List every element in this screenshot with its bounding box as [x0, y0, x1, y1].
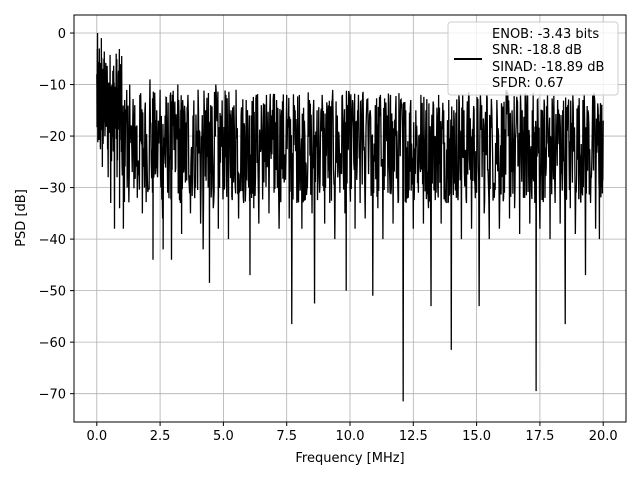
psd-trace	[96, 33, 604, 402]
y-axis-ticks: 0 −10 −20 −30 −40 −50 −60 −70	[39, 27, 74, 403]
x-tick-label: 12.5	[399, 429, 428, 444]
psd-trace-group	[96, 33, 604, 402]
legend-enob: ENOB: -3.43 bits	[492, 27, 599, 42]
x-tick-label: 5.0	[213, 429, 234, 444]
y-tick-label: −50	[39, 285, 66, 300]
x-tick-label: 17.5	[525, 429, 554, 444]
x-tick-label: 15.0	[462, 429, 491, 444]
x-tick-label: 2.5	[150, 429, 171, 444]
x-axis-label: Frequency [MHz]	[295, 451, 404, 466]
y-tick-label: −70	[39, 388, 66, 403]
x-tick-label: 7.5	[276, 429, 297, 444]
y-tick-label: 0	[58, 27, 66, 42]
x-axis-ticks: 0.0 2.5 5.0 7.5 10.0 12.5 15.0 17.5 20.0	[86, 422, 618, 444]
y-tick-label: −20	[39, 130, 66, 145]
y-tick-label: −10	[39, 79, 66, 94]
legend: ENOB: -3.43 bits SNR: -18.8 dB SINAD: -1…	[447, 21, 619, 96]
legend-snr: SNR: -18.8 dB	[492, 43, 582, 58]
y-tick-label: −60	[39, 336, 66, 351]
y-axis-label: PSD [dB]	[14, 189, 29, 247]
x-tick-label: 20.0	[589, 429, 618, 444]
x-tick-label: 0.0	[86, 429, 107, 444]
x-tick-label: 10.0	[336, 429, 365, 444]
y-tick-label: −40	[39, 233, 66, 248]
legend-sfdr: SFDR: 0.67	[492, 76, 564, 91]
legend-sinad: SINAD: -18.89 dB	[492, 60, 604, 75]
legend-box	[447, 21, 619, 96]
y-tick-label: −30	[39, 182, 66, 197]
